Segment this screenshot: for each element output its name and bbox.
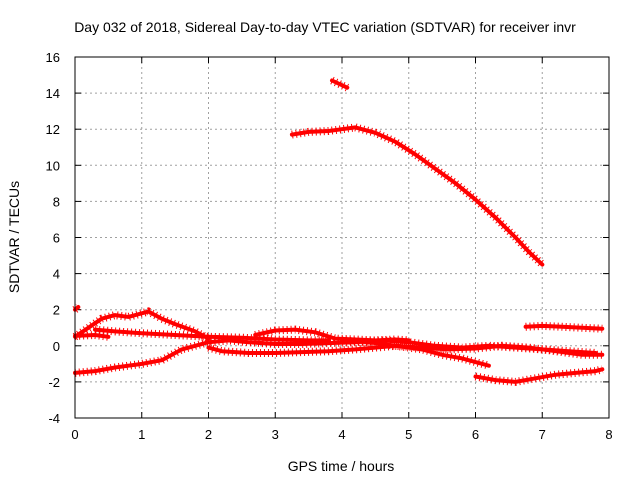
x-axis-label: GPS time / hours [288, 458, 395, 474]
series-markers-arc-9 [207, 341, 490, 370]
series-line-arc-7 [93, 327, 331, 343]
data-series [72, 76, 605, 386]
series-markers-arc-2 [330, 76, 350, 92]
x-tick-label: 1 [138, 427, 145, 442]
x-tick-label: 4 [338, 427, 345, 442]
x-tick-label: 3 [272, 427, 279, 442]
grid-lines [75, 57, 609, 418]
y-tick-label: 12 [46, 122, 60, 137]
y-tick-label: 0 [53, 339, 60, 354]
x-tick-label: 2 [205, 427, 212, 442]
x-tick-label: 0 [71, 427, 78, 442]
y-tick-label: 10 [46, 158, 60, 173]
y-tick-label: -4 [48, 411, 60, 426]
x-tick-label: 6 [472, 427, 479, 442]
series-markers-arc-6 [74, 330, 109, 341]
y-tick-label: 4 [53, 267, 60, 282]
y-axis-label: SDTVAR / TECUs [6, 181, 22, 293]
chart-title: Day 032 of 2018, Sidereal Day-to-day VTE… [74, 19, 576, 35]
series-markers-arc-5 [72, 307, 211, 343]
y-tick-label: -2 [48, 375, 60, 390]
y-tick-label: 8 [53, 194, 60, 209]
series-markers-arc-11 [341, 336, 603, 359]
series-markers-arc-3 [525, 321, 603, 333]
series-line-arc-10 [253, 327, 411, 343]
series-markers-arc-4 [72, 303, 81, 313]
x-tick-label: 7 [539, 427, 546, 442]
y-tick-label: 6 [53, 231, 60, 246]
plot-frame [74, 56, 610, 419]
y-tick-label: 16 [46, 50, 60, 65]
series-line-arc-1 [289, 125, 545, 267]
series-line-arc-12 [473, 367, 605, 384]
x-tick-label: 8 [605, 427, 612, 442]
y-tick-label: 14 [46, 86, 60, 101]
x-tick-label: 5 [405, 427, 412, 442]
y-tick-label: 2 [53, 303, 60, 318]
